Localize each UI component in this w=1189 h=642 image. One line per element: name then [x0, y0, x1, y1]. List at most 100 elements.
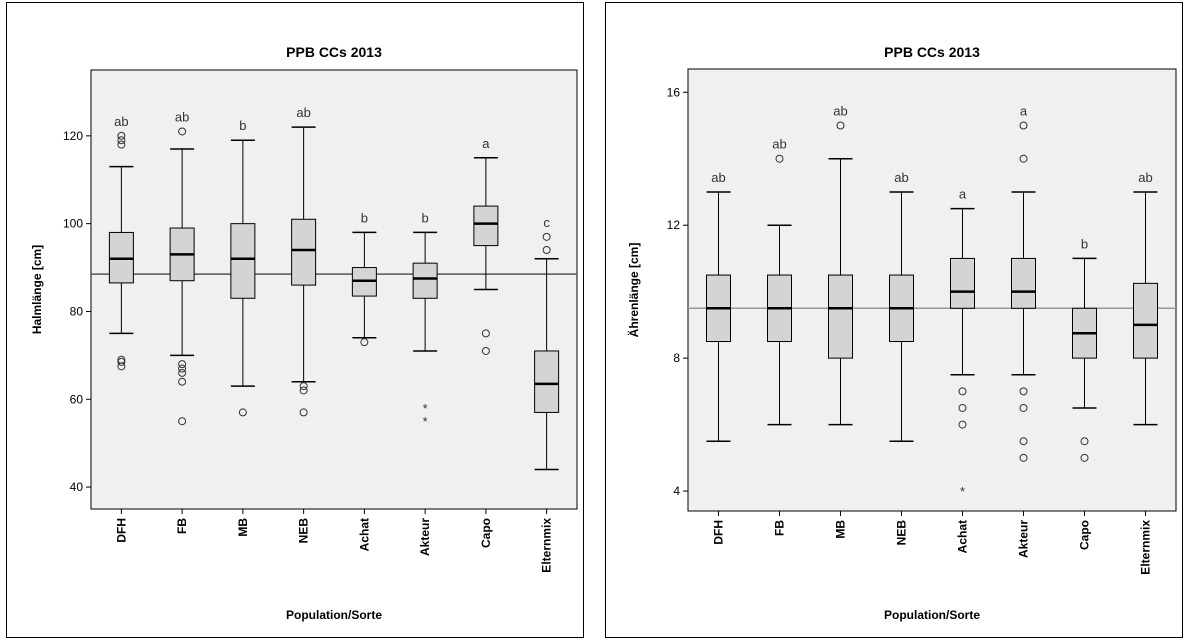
box-iqr: [230, 223, 256, 299]
outlier-point: [958, 420, 967, 429]
significance-letter: ab: [175, 109, 189, 124]
y-axis-title: Ährenlänge [cm]: [626, 243, 641, 338]
outlier-point: [836, 121, 845, 130]
outlier-point: [1080, 437, 1089, 446]
chart-title: PPB CCs 2013: [286, 44, 382, 60]
outlier-point: [542, 245, 551, 254]
significance-letter: ab: [772, 137, 786, 152]
box-iqr: [1133, 282, 1158, 359]
box-FB: ab: [767, 137, 792, 426]
outlier-point: [481, 329, 490, 338]
significance-letter: b: [422, 210, 429, 225]
y-axis-title: Halmlänge [cm]: [30, 245, 44, 334]
outlier-point: [1019, 453, 1028, 462]
box-DFH: ab: [108, 114, 134, 371]
outlier-point: [178, 417, 187, 426]
x-tick-label: DFH: [114, 518, 128, 543]
extreme-point: *: [423, 414, 428, 429]
box-MB: ab: [828, 103, 853, 426]
chart-svg: PPB CCs 2013 Ährenlänge [cm] Population/So…: [626, 44, 1177, 622]
outlier-point: [958, 403, 967, 412]
x-tick-label: NEB: [297, 518, 311, 544]
box-Akteur: a: [1011, 103, 1036, 462]
outlier-point: [117, 136, 126, 145]
outlier-point: [117, 131, 126, 140]
x-tick-label: Capo: [479, 518, 493, 548]
box-MB: b: [230, 118, 256, 417]
x-tick-label: Capo: [1078, 520, 1092, 550]
x-tick-label: DFH: [712, 520, 726, 545]
x-axis-title: Population/Sorte: [884, 608, 980, 622]
outlier-point: [1019, 437, 1028, 446]
plot-area: [90, 69, 578, 510]
extreme-point: *: [423, 401, 428, 416]
outlier-point: [178, 368, 187, 377]
x-tick-label: MB: [236, 518, 250, 537]
box-Elternmix: ab: [1133, 170, 1158, 426]
chart-panel-halmlaenge: PPB CCs 2013 Halmlänge [cm] Population/Sor…: [6, 2, 584, 638]
outlier-point: [117, 355, 126, 364]
outlier-point: [178, 360, 187, 369]
x-tick-label: Akteur: [418, 518, 432, 556]
chart-panel-aehrenlaenge: PPB CCs 2013 Ährenlänge [cm] Population/So…: [605, 2, 1183, 638]
x-tick-label: MB: [834, 520, 848, 539]
box-iqr: [534, 350, 560, 413]
x-tick-label: Elternmix: [540, 518, 554, 573]
box-iqr: [291, 218, 317, 286]
significance-letter: a: [959, 187, 967, 202]
chart-svg: PPB CCs 2013 Halmlänge [cm] Population/Sor…: [30, 44, 578, 622]
y-tick-label: 60: [70, 392, 84, 406]
box-Akteur: ** b: [412, 210, 438, 429]
significance-letter: a: [1020, 103, 1028, 118]
x-tick-label: Achat: [956, 520, 970, 553]
significance-letter: a: [482, 136, 490, 151]
box-Achat: b: [351, 210, 377, 347]
y-tick-label: 8: [673, 351, 680, 365]
box-Elternmix: c: [534, 215, 560, 471]
outlier-point: [1019, 154, 1028, 163]
box-Capo: b: [1072, 236, 1097, 462]
x-tick-label: Achat: [357, 518, 371, 551]
extreme-point: *: [960, 484, 965, 499]
outlier-point: [1019, 403, 1028, 412]
outlier-point: [238, 408, 247, 417]
outlier-point: [117, 140, 126, 149]
outlier-point: [1080, 453, 1089, 462]
significance-letter: ab: [711, 170, 725, 185]
outlier-point: [299, 386, 308, 395]
y-tick-label: 100: [63, 217, 83, 231]
significance-letter: ab: [833, 103, 847, 118]
significance-letter: ab: [1138, 170, 1152, 185]
box-iqr: [828, 274, 853, 359]
box-iqr: [412, 262, 438, 299]
x-tick-label: FB: [773, 520, 787, 536]
outlier-point: [299, 408, 308, 417]
significance-letter: ab: [894, 170, 908, 185]
box-FB: ab: [169, 109, 195, 426]
outlier-point: [117, 357, 126, 366]
significance-letter: ab: [296, 105, 310, 120]
x-tick-label: Akteur: [1017, 520, 1031, 558]
y-tick-label: 16: [667, 85, 681, 99]
plot-area: [687, 68, 1177, 512]
box-NEB: ab: [889, 170, 914, 442]
outlier-point: [481, 346, 490, 355]
box-Achat: *a: [950, 187, 975, 499]
outlier-point: [542, 232, 551, 241]
significance-letter: ab: [114, 114, 128, 129]
box-iqr: [950, 257, 975, 309]
significance-letter: b: [239, 118, 246, 133]
outlier-point: [958, 387, 967, 396]
x-tick-label: Elternmix: [1139, 520, 1153, 575]
box-NEB: ab: [291, 105, 317, 417]
significance-letter: c: [543, 215, 550, 230]
y-tick-label: 12: [667, 218, 681, 232]
outlier-point: [178, 127, 187, 136]
outlier-point: [1019, 121, 1028, 130]
x-axis-title: Population/Sorte: [286, 608, 382, 622]
y-tick-label: 4: [673, 484, 680, 498]
x-tick-label: NEB: [895, 520, 909, 546]
chart-title: PPB CCs 2013: [884, 44, 980, 60]
outlier-point: [178, 377, 187, 386]
x-tick-label: FB: [175, 518, 189, 534]
